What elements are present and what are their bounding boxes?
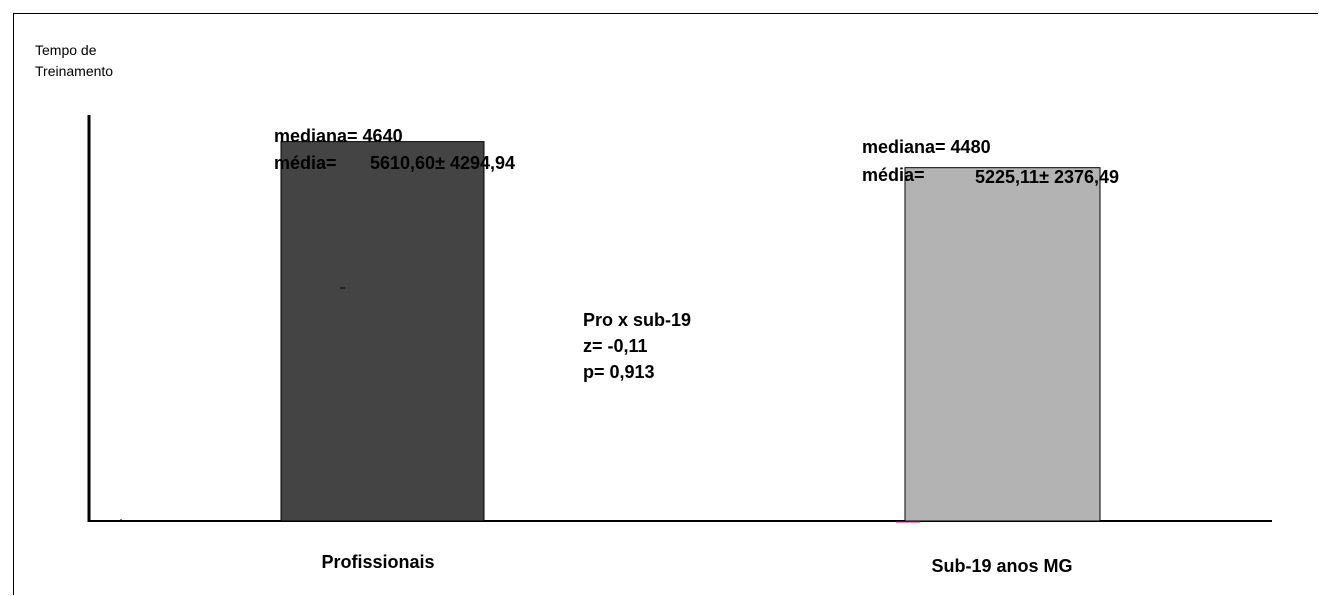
test-p-value: p= 0,913 bbox=[583, 362, 655, 382]
median-label-profissionais: mediana= 4640 bbox=[274, 126, 403, 146]
y-axis-label-line-2: Treinamento bbox=[35, 63, 113, 79]
bar-profissionais bbox=[280, 141, 485, 522]
mean-prefix-profissionais: média= bbox=[274, 153, 337, 173]
mean-prefix-sub19: média= bbox=[862, 165, 925, 185]
bar-sub19 bbox=[904, 167, 1101, 522]
chart-frame bbox=[13, 13, 1318, 595]
bars-group bbox=[280, 141, 1101, 522]
category-label-profissionais: Profissionais bbox=[321, 552, 434, 572]
y-axis-label-line-1: Tempo de bbox=[35, 42, 97, 58]
mean-value-profissionais: 5610,60± 4294,94 bbox=[370, 153, 515, 173]
category-label-sub19: Sub-19 anos MG bbox=[931, 556, 1072, 576]
test-z-value: z= -0,11 bbox=[583, 336, 648, 356]
median-label-sub19: mediana= 4480 bbox=[862, 137, 991, 157]
test-title: Pro x sub-19 bbox=[583, 310, 691, 330]
mean-value-sub19: 5225,11± 2376,49 bbox=[975, 167, 1119, 187]
